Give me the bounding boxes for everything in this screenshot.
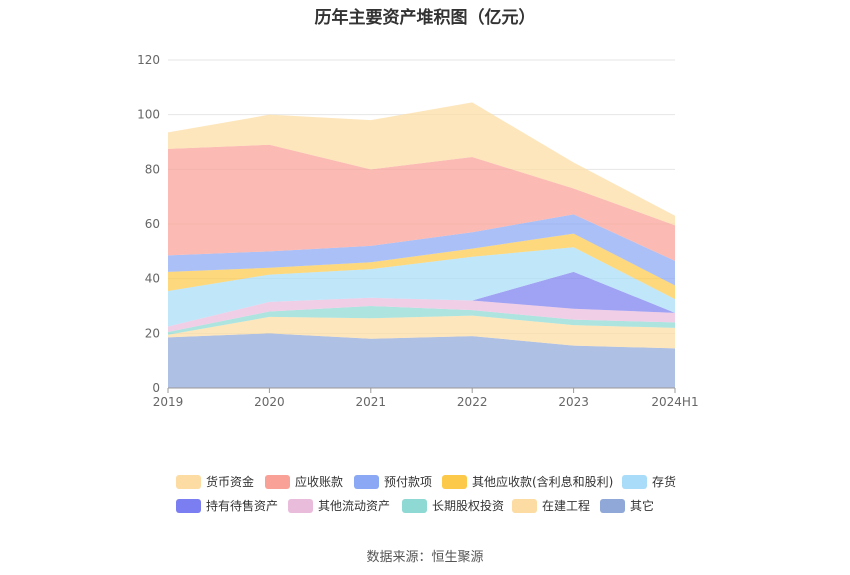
legend-swatch [512,499,537,513]
area-series [168,306,675,335]
x-tick-label: 2020 [254,395,285,409]
area-series [168,297,675,332]
legend-label: 预付款项 [384,475,432,489]
area-series [168,247,675,327]
y-tick-label: 20 [145,326,160,340]
y-tick-label: 80 [145,162,160,176]
legend-swatch [622,475,647,489]
y-tick-label: 0 [152,381,160,395]
legend-swatch [402,499,427,513]
y-tick-label: 120 [137,53,160,67]
legend-swatch [265,475,290,489]
area-series [168,333,675,388]
legend-label: 货币资金 [206,474,254,489]
legend-label: 在建工程 [542,498,590,513]
legend-label: 持有待售资产 [206,498,278,513]
legend-label: 长期股权投资 [432,498,504,513]
legend-swatch [288,499,313,513]
legend-swatch [442,475,467,489]
y-tick-label: 60 [145,217,160,231]
legend-swatch [600,499,625,513]
area-series [168,214,675,286]
x-tick-label: 2022 [457,395,488,409]
data-source: 数据来源：恒生聚源 [366,550,484,565]
x-tick-label: 2019 [153,395,184,409]
area-series [168,271,675,327]
legend-swatch [354,475,379,489]
legend-swatch [176,475,201,489]
x-tick-label: 2023 [558,395,589,409]
y-tick-label: 40 [145,272,160,286]
x-tick-label: 2021 [356,395,387,409]
x-tick-label: 2024H1 [651,395,698,409]
y-tick-label: 100 [137,108,160,122]
legend-label: 存货 [652,474,676,489]
area-series [168,102,675,226]
chart-title: 历年主要资产堆积图（亿元） [314,8,536,28]
legend-label: 其他应收款(含利息和股利) [472,474,613,489]
area-series [168,144,675,261]
legend-label: 其他流动资产 [318,499,390,513]
legend-label: 其它 [630,498,654,513]
area-series [168,315,675,349]
legend-label: 应收账款 [295,474,343,489]
legend-swatch [176,499,201,513]
